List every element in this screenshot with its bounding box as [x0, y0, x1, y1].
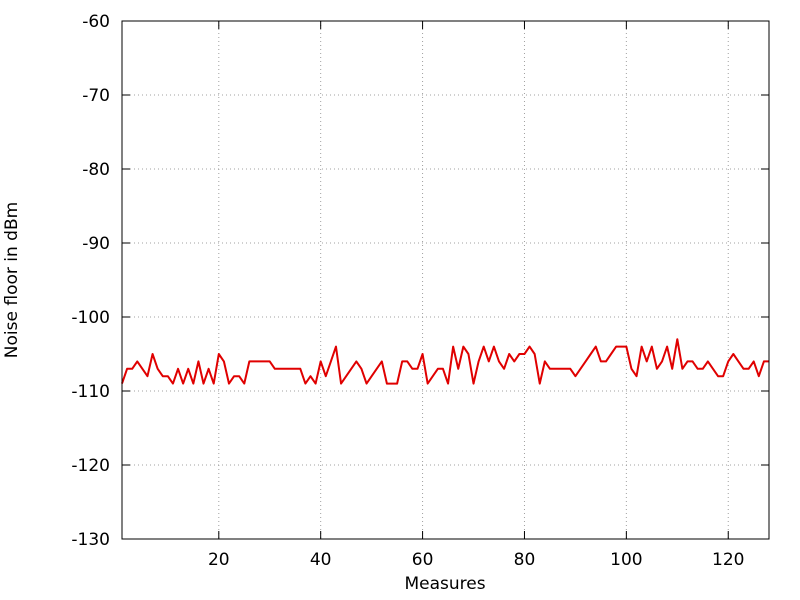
x-tick-label: 60: [412, 550, 434, 570]
y-tick-label: -110: [71, 382, 110, 402]
y-tick-label: -90: [82, 234, 110, 254]
x-axis-label: Measures: [404, 574, 485, 594]
axis-ticks: [122, 20, 769, 540]
series-line: [121, 338, 769, 385]
x-tick-label: 100: [610, 550, 642, 570]
y-tick-label: -100: [71, 308, 110, 328]
y-tick-label: -60: [82, 12, 110, 32]
plot-frame: [121, 20, 770, 540]
y-tick-label: -80: [82, 160, 110, 180]
x-tick-label: 40: [310, 550, 332, 570]
y-tick-label: -70: [82, 86, 110, 106]
tick-labels: 20 40 60 80 100 120 -130 -120 -110 -100 -90 -80 -70 -…: [71, 12, 744, 570]
x-tick-label: 20: [208, 550, 230, 570]
x-tick-label: 80: [514, 550, 536, 570]
y-axis-label: Noise floor in dBm: [2, 202, 22, 358]
y-tick-label: -130: [71, 530, 110, 550]
x-tick-label: 120: [712, 550, 744, 570]
series-layer: [121, 338, 769, 385]
y-tick-label: -120: [71, 456, 110, 476]
